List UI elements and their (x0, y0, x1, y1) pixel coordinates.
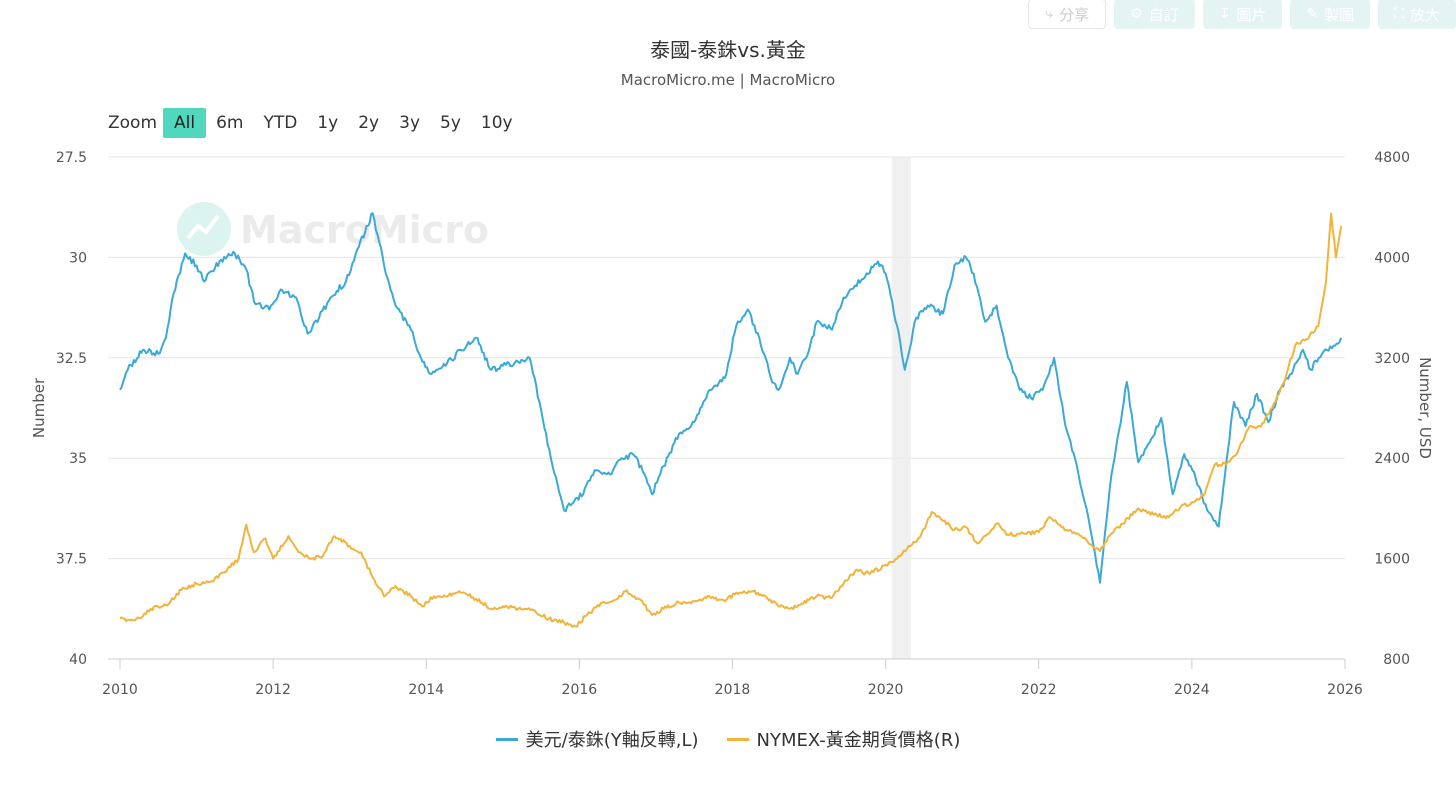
gear-icon: ⚙ (1130, 6, 1143, 22)
expand-icon: ⛶ (1394, 6, 1404, 22)
x-tick-label: 2022 (1021, 682, 1057, 698)
range-selector: Zoom All 6m YTD 1y 2y 3y 5y 10y (108, 107, 523, 139)
legend-item-usd-thb[interactable]: 美元/泰銖(Y軸反轉,L) (495, 726, 699, 752)
zoom-label: Zoom (108, 113, 158, 133)
share-icon: ⤷ (1045, 6, 1054, 22)
range-button-1y[interactable]: 1y (317, 113, 339, 133)
x-tick-label: 2010 (102, 682, 138, 698)
legend-label-gold: NYMEX-黃金期貨價格(R) (756, 730, 961, 751)
range-button-5y[interactable]: 5y (440, 113, 461, 133)
range-button-10y[interactable]: 10y (480, 113, 513, 133)
pencil-icon: ✎ (1306, 6, 1319, 22)
series-line-usd-thb (119, 212, 1343, 584)
customize-button[interactable]: ⚙ 自訂 (1114, 0, 1195, 29)
watermark: MacroMicro (177, 202, 489, 256)
shaded-period (891, 157, 911, 659)
left-tick-label: 35 (69, 451, 87, 467)
range-button-3y[interactable]: 3y (399, 113, 421, 133)
left-axis-title: Number (30, 377, 48, 438)
watermark-logo-mark (186, 214, 220, 240)
left-tick-label: 32.5 (56, 351, 87, 367)
chart-title: 泰國-泰銖vs.黃金 (650, 38, 806, 62)
customize-button-label: 自訂 (1148, 5, 1179, 24)
download-icon: ↧ (1218, 6, 1231, 22)
x-tick-label: 2024 (1174, 682, 1210, 698)
share-button[interactable]: ⤷ 分享 (1028, 0, 1107, 29)
left-tick-label: 30 (69, 250, 87, 266)
fullscreen-button-label: 放大 (1409, 5, 1440, 24)
right-tick-label: 3200 (1374, 351, 1410, 367)
watermark-text: MacroMicro (240, 208, 489, 252)
right-tick-label: 4000 (1374, 250, 1410, 266)
right-tick-label: 4800 (1374, 150, 1410, 166)
range-button-ytd[interactable]: YTD (263, 113, 298, 133)
left-tick-label: 40 (69, 652, 87, 668)
legend-swatch-usd-thb (495, 737, 518, 741)
axes: 27.5 30 32.5 35 37.5 40 4800 4000 3200 2400 1600 80… (56, 150, 1410, 698)
legend-label-usd-thb: 美元/泰銖(Y軸反轉,L) (525, 730, 699, 751)
legend-swatch-gold (726, 737, 749, 741)
right-tick-label: 800 (1383, 652, 1410, 668)
x-tick-label: 2016 (562, 682, 598, 698)
share-button-label: 分享 (1059, 5, 1090, 24)
series-line-gold (119, 212, 1343, 628)
chart-legend: 美元/泰銖(Y軸反轉,L) NYMEX-黃金期貨價格(R) (0, 726, 1456, 752)
x-tick-label: 2012 (255, 682, 291, 698)
range-button-all[interactable]: All (163, 108, 207, 138)
fullscreen-button[interactable]: ⛶ 放大 (1378, 0, 1456, 29)
x-tick-label: 2026 (1327, 682, 1363, 698)
download-image-button-label: 圖片 (1236, 5, 1267, 24)
left-tick-label: 37.5 (56, 552, 87, 568)
grid-lines (108, 156, 1345, 660)
x-tick-label: 2014 (408, 682, 444, 698)
watermark-logo-icon (177, 202, 231, 256)
left-tick-label: 27.5 (56, 150, 87, 166)
chart-toolbar: ⤷ 分享 ⚙ 自訂 ↧ 圖片 ✎ 製圖 ⛶ 放大 (1028, 0, 1456, 30)
legend-item-gold[interactable]: NYMEX-黃金期貨價格(R) (726, 726, 961, 752)
range-button-2y[interactable]: 2y (358, 113, 380, 133)
draw-button-label: 製圖 (1324, 5, 1355, 24)
right-axis-title: Number, USD (1416, 357, 1434, 459)
range-button-6m[interactable]: 6m (216, 113, 244, 133)
right-tick-label: 1600 (1374, 552, 1410, 568)
x-tick-label: 2018 (715, 682, 751, 698)
right-tick-label: 2400 (1374, 451, 1410, 467)
download-image-button[interactable]: ↧ 圖片 (1202, 0, 1283, 29)
chart-subtitle: MacroMicro.me | MacroMicro (620, 71, 836, 89)
series-layer (119, 212, 1343, 628)
x-tick-label: 2020 (868, 682, 904, 698)
draw-button[interactable]: ✎ 製圖 (1290, 0, 1371, 29)
